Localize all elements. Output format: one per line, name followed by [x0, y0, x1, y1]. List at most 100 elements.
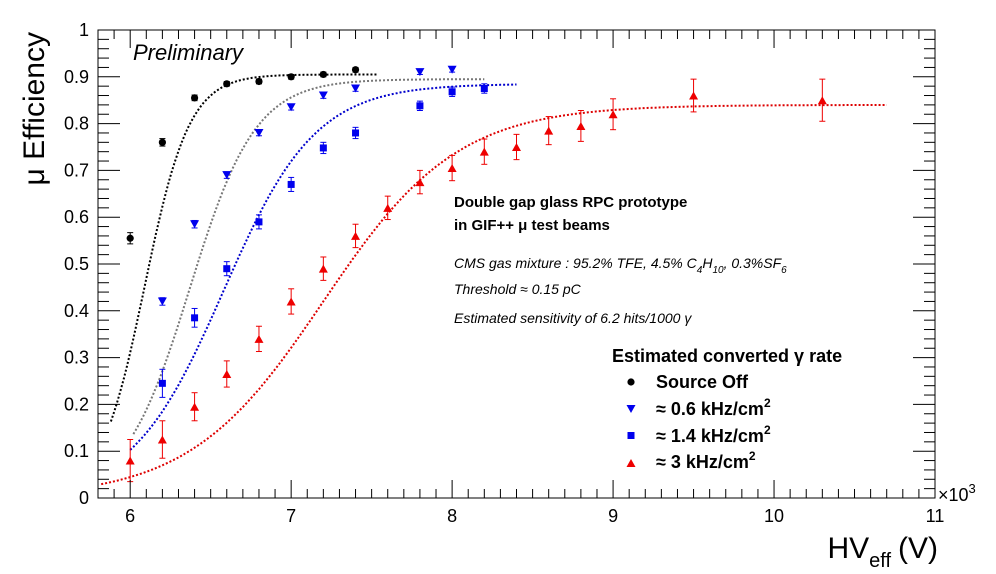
y-tick-label: 0.7	[64, 160, 89, 180]
legend-label-source-off-main: Source Off	[656, 372, 749, 392]
data-point	[351, 66, 360, 74]
data-point	[512, 143, 521, 151]
legend-entry-3k: ≈ 3 kHz/cm2	[626, 449, 756, 472]
x-tick-label: 8	[447, 506, 457, 526]
y-tick-label: 0.2	[64, 394, 89, 414]
data-point	[318, 264, 328, 273]
legend-entry-0p6: ≈ 0.6 kHz/cm2	[626, 396, 771, 419]
y-tick-label: 0.6	[64, 207, 89, 227]
y-tick-label: 0	[79, 488, 89, 508]
legend-entry-1p4: ≈ 1.4 kHz/cm2	[627, 423, 771, 446]
legend-label-1p4: ≈ 1.4 kHz/cm2	[656, 423, 771, 446]
x-axis-label-main: HV	[827, 532, 869, 565]
data-point	[351, 84, 361, 93]
annotation-threshold: Threshold ≈ 0.15 pC	[454, 281, 582, 297]
data-point	[222, 369, 232, 378]
data-point	[286, 103, 296, 112]
preliminary-label: Preliminary	[133, 40, 245, 65]
data-point	[448, 88, 456, 96]
series-0	[109, 66, 379, 422]
x-axis-multiplier-base: ×10	[938, 485, 969, 505]
data-point	[416, 102, 424, 110]
annotation-title-line2: in GIF++ μ test beams	[454, 217, 610, 234]
legend-title: Estimated converted γ rate	[612, 346, 842, 366]
legend-label-1p4-main: ≈ 1.4 kHz/cm	[656, 426, 764, 446]
data-point	[319, 144, 327, 152]
x-tick-label: 10	[764, 506, 784, 526]
gas-prefix: CMS gas mixture : 95.2% TFE, 4.5% C	[454, 255, 698, 271]
data-point	[287, 73, 295, 81]
data-point	[287, 180, 295, 188]
legend-label-0p6-sup: 2	[764, 396, 771, 410]
data-point	[352, 129, 360, 137]
annotation-gas-mixture: CMS gas mixture : 95.2% TFE, 4.5% C4H10,…	[454, 255, 787, 276]
legend-marker-1p4	[627, 432, 635, 439]
data-point	[254, 334, 264, 343]
data-point	[190, 94, 199, 102]
legend-label-3k: ≈ 3 kHz/cm2	[656, 449, 756, 472]
data-point	[191, 314, 199, 322]
axes-layer: 0 0.1 0.2 0.3 0.4 0.5 0.6 0.7 0.8 0.9 1 6 7 8 9 10 11	[64, 20, 944, 526]
data-point	[255, 218, 263, 226]
legend-entry-source-off: Source Off	[627, 372, 749, 392]
y-tick-label: 0.3	[64, 348, 89, 368]
data-point	[158, 138, 166, 146]
y-tick-label: 0.9	[64, 67, 89, 87]
legend-label-source-off: Source Off	[656, 372, 749, 392]
data-point	[157, 435, 167, 444]
x-tick-label: 11	[926, 506, 945, 526]
data-point	[576, 121, 586, 130]
data-point	[254, 128, 264, 137]
data-point	[447, 65, 457, 74]
series-layer	[100, 65, 887, 486]
data-point	[608, 110, 618, 119]
data-point	[190, 402, 200, 411]
y-tick-label: 0.4	[64, 301, 89, 321]
data-point	[286, 297, 296, 306]
x-tick-label: 6	[125, 506, 135, 526]
data-point	[157, 297, 167, 306]
data-point	[223, 80, 231, 88]
fit-curve	[132, 78, 485, 435]
data-point	[126, 234, 134, 242]
annotation-title-line1: Double gap glass RPC prototype	[454, 194, 687, 211]
data-point	[415, 178, 425, 187]
legend-marker-3k	[626, 459, 636, 467]
x-axis-multiplier-exp: 3	[969, 481, 976, 496]
x-axis-label: HVeff (V)	[827, 532, 938, 572]
legend-label-3k-sup: 2	[749, 449, 756, 463]
fit-curve	[100, 104, 887, 486]
data-point	[689, 91, 699, 100]
data-point	[222, 171, 232, 180]
data-point	[480, 85, 488, 92]
data-point	[223, 265, 231, 273]
x-tick-label: 9	[608, 506, 618, 526]
y-tick-label: 0.1	[64, 441, 89, 461]
annotation-sensitivity: Estimated sensitivity of 6.2 hits/1000 γ	[454, 310, 692, 326]
y-tick-label: 1	[79, 20, 89, 40]
legend-marker-0p6	[626, 405, 636, 413]
series-2	[129, 83, 517, 451]
data-point	[125, 456, 135, 465]
y-tick-label: 0.8	[64, 114, 89, 134]
data-point	[415, 68, 425, 77]
y-tick-label: 0.5	[64, 254, 89, 274]
x-axis-label-sub: eff	[869, 550, 891, 572]
gas-h10-sub: 10	[712, 265, 724, 276]
gas-h: H	[702, 255, 713, 271]
data-point	[158, 379, 166, 387]
legend-label-1p4-sup: 2	[764, 423, 771, 437]
data-point	[318, 91, 328, 100]
data-point	[383, 203, 393, 212]
series-3	[100, 78, 887, 486]
legend-label-0p6-main: ≈ 0.6 kHz/cm	[656, 399, 764, 419]
data-point	[319, 70, 327, 79]
series-1	[132, 65, 485, 435]
gas-sf6-sub: 6	[781, 265, 787, 276]
legend-label-3k-main: ≈ 3 kHz/cm	[656, 452, 749, 472]
data-point	[817, 96, 827, 105]
data-point	[544, 126, 554, 135]
x-tick-label: 7	[286, 506, 296, 526]
